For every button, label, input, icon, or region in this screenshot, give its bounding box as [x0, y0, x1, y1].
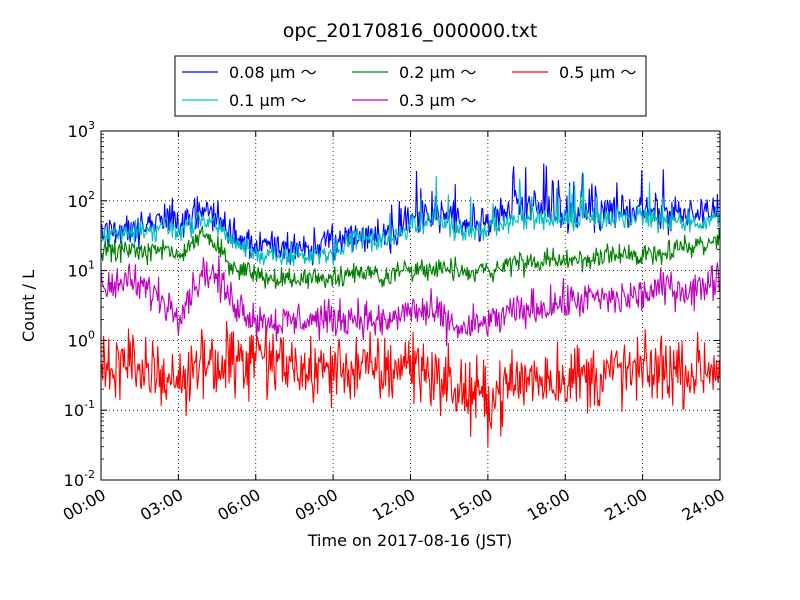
legend-label: 0.2 μm ～ — [399, 63, 476, 82]
series-line — [100, 321, 721, 447]
legend-label: 0.3 μm ～ — [399, 91, 476, 110]
x-tick-label: 00:00 — [60, 485, 109, 525]
series-lines — [100, 163, 721, 447]
legend-frame — [174, 55, 647, 117]
y-tick-label: 10-1 — [64, 398, 95, 420]
x-axis-label: Time on 2017-08-16 (JST) — [307, 531, 512, 550]
legend-label: 0.08 μm ～ — [229, 63, 317, 82]
series-line — [100, 173, 721, 266]
axis-ticks: 00:00 03:00 06:00 09:00 12:00 15:00 18:00 21:00… — [60, 119, 728, 525]
series-line — [100, 163, 721, 266]
y-tick-label: 101 — [68, 259, 95, 281]
y-tick-label: 10-2 — [64, 468, 95, 490]
x-tick-label: 09:00 — [292, 485, 341, 525]
series-line — [100, 255, 721, 347]
x-tick-label: 12:00 — [369, 485, 418, 525]
x-tick-label: 21:00 — [601, 485, 650, 525]
y-tick-label: 103 — [68, 119, 95, 141]
legend-label: 0.5 μm ～ — [559, 63, 636, 82]
x-tick-label: 03:00 — [137, 485, 186, 525]
y-axis-label: Count / L — [19, 270, 38, 342]
y-tick-label: 100 — [68, 328, 95, 350]
x-tick-label: 18:00 — [524, 485, 573, 525]
series-line — [100, 225, 721, 289]
x-tick-label: 06:00 — [214, 485, 263, 525]
x-tick-label: 15:00 — [446, 485, 495, 525]
legend-label: 0.1 μm ～ — [229, 91, 306, 110]
x-tick-label: 24:00 — [679, 485, 728, 525]
chart-title: opc_20170816_000000.txt — [283, 20, 538, 42]
y-tick-label: 102 — [68, 189, 95, 211]
legend: 0.08 μm ～ 0.1 μm ～ 0.2 μm ～ 0.3 μm ～ 0.5 μm … — [174, 55, 647, 117]
